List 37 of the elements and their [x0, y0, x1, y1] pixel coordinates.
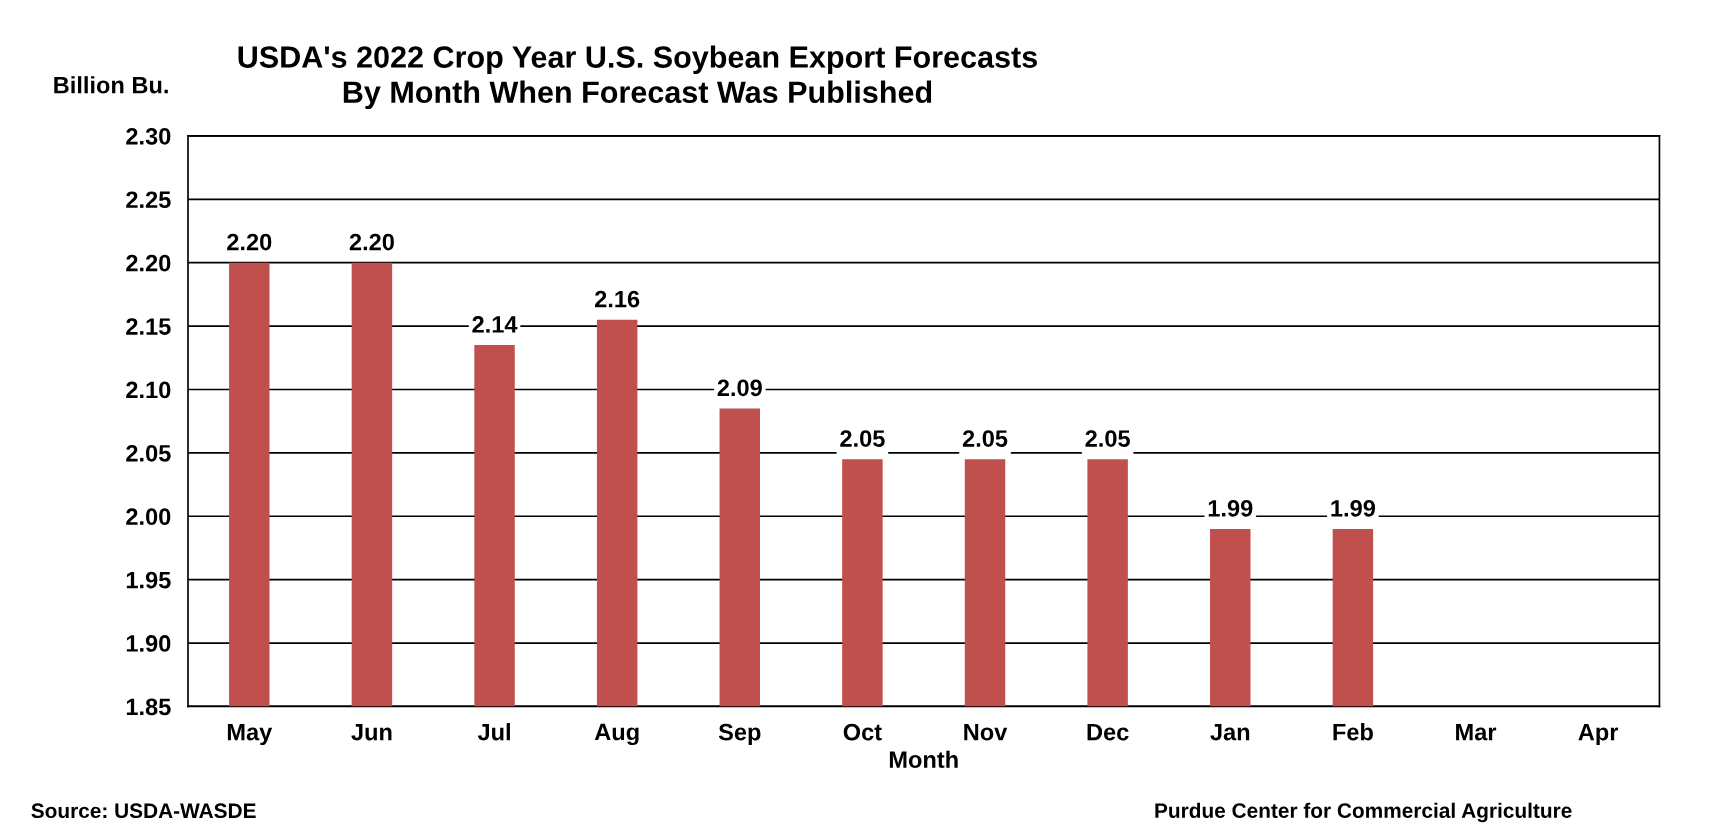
- y-tick-label: 2.10: [126, 381, 171, 399]
- y-tick-label: 1.95: [126, 571, 171, 589]
- x-tick-label: Sep: [718, 723, 761, 746]
- y-tick-label: 1.85: [126, 698, 171, 716]
- data-label: 2.16: [595, 290, 640, 308]
- y-tick-label: 2.15: [126, 318, 171, 335]
- data-label: 2.14: [472, 316, 518, 333]
- x-tick-label: Oct: [843, 723, 882, 741]
- data-label: 2.05: [1085, 430, 1130, 447]
- x-tick-label: Jan: [1210, 723, 1250, 741]
- x-tick-label: Mar: [1456, 723, 1497, 741]
- data-label: 2.20: [227, 233, 272, 251]
- data-label: 2.20: [349, 233, 394, 251]
- data-label: 2.05: [962, 430, 1008, 447]
- source-note: Source: USDA-WASDE: [31, 803, 256, 819]
- chart-title: USDA's 2022 Crop Year U.S. Soybean Export Forecasts By Month When Forecast Was Published: [238, 45, 1037, 110]
- x-tick-label: Feb: [1333, 723, 1373, 741]
- y-tick-label: 2.30: [126, 127, 171, 145]
- x-tick-label: Aug: [594, 723, 639, 746]
- data-label: 2.05: [840, 430, 885, 447]
- data-label: 1.99: [1331, 499, 1375, 517]
- data-label: 1.99: [1208, 499, 1253, 517]
- y-tick-label: 2.20: [126, 254, 171, 272]
- x-tick-label: Dec: [1087, 723, 1129, 741]
- x-tick-label: Jul: [477, 723, 510, 741]
- y-tick-label: 2.05: [126, 444, 171, 462]
- y-tick-label: 2.00: [126, 508, 171, 526]
- text: Purdue Center for Commercial Agriculture: [1155, 802, 1572, 823]
- x-tick-label: Nov: [964, 723, 1008, 741]
- x-tick-label: May: [227, 723, 273, 746]
- data-label: 2.09: [717, 379, 762, 397]
- y-axis-title: Billion Bu.: [54, 76, 168, 94]
- x-tick-label: Jun: [351, 723, 392, 741]
- y-tick-label: 1.90: [126, 635, 171, 652]
- x-tick-label: Apr: [1578, 723, 1619, 746]
- y-tick-label: 2.25: [126, 191, 171, 209]
- x-axis-title: Month: [889, 750, 958, 769]
